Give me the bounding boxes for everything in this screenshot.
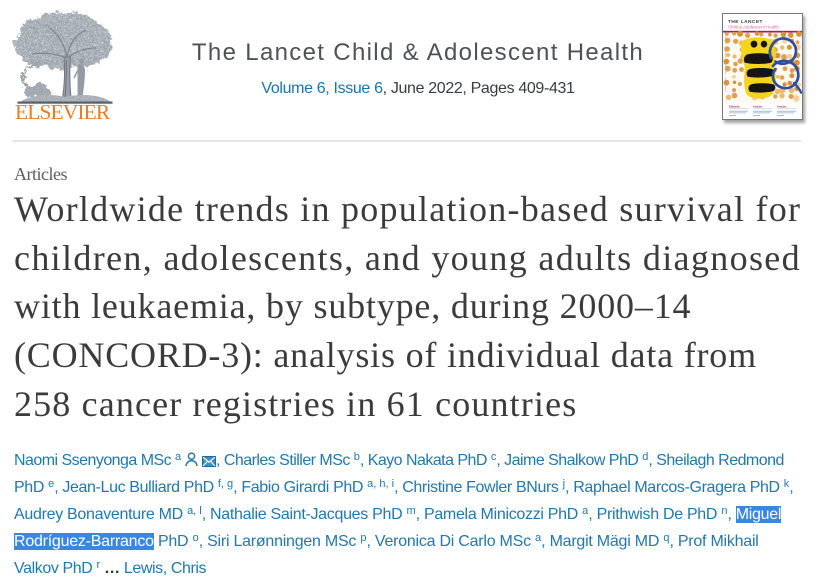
- svg-text:Editorial: Editorial: [729, 105, 740, 109]
- svg-text:ELSEVIER: ELSEVIER: [15, 100, 111, 124]
- svg-text:Articles: Articles: [777, 105, 787, 109]
- svg-text:Child & Adolescent Health: Child & Adolescent Health: [728, 25, 779, 30]
- svg-text:THE LANCET: THE LANCET: [728, 19, 763, 25]
- svg-text:Articles: Articles: [753, 105, 763, 109]
